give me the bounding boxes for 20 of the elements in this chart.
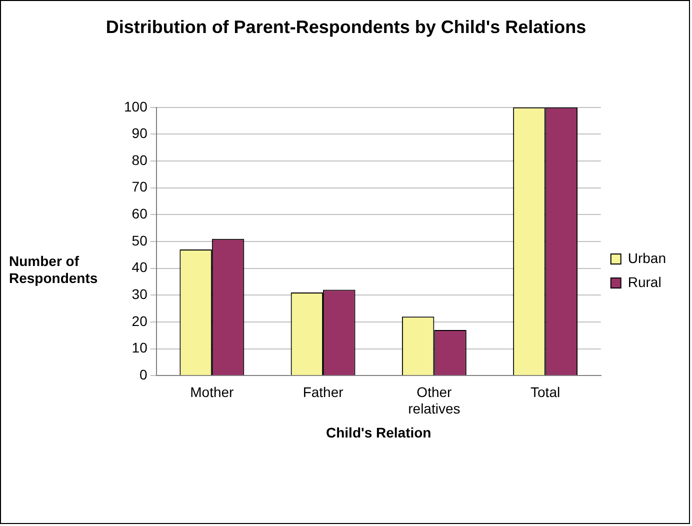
y-tick-label: 80 xyxy=(132,152,148,168)
y-tick-label: 60 xyxy=(132,206,148,222)
y-tick-label: 0 xyxy=(140,366,148,382)
y-tick-label: 100 xyxy=(124,98,148,114)
y-tick-label: 20 xyxy=(132,312,148,329)
y-axis-title: Number of Respondents xyxy=(9,253,99,287)
x-tick-label: Father xyxy=(302,384,344,400)
legend-label: Rural xyxy=(628,274,662,290)
legend-label: Urban xyxy=(628,250,666,266)
y-tick-label: 70 xyxy=(132,178,148,195)
chart-title: Distribution of Parent-Respondents by Child's Relations xyxy=(104,16,588,39)
y-tick-label: 40 xyxy=(132,259,148,276)
x-tick-label: Mother xyxy=(190,384,234,400)
y-tick-label: 30 xyxy=(132,286,148,302)
x-axis-title: Child's Relation xyxy=(326,424,432,440)
y-tick-label: 50 xyxy=(132,232,148,248)
x-tick-label: Total xyxy=(530,384,560,400)
y-tick-label: 10 xyxy=(132,340,148,356)
x-tick-label: Other relatives xyxy=(408,384,460,417)
y-tick-label: 90 xyxy=(132,125,148,142)
